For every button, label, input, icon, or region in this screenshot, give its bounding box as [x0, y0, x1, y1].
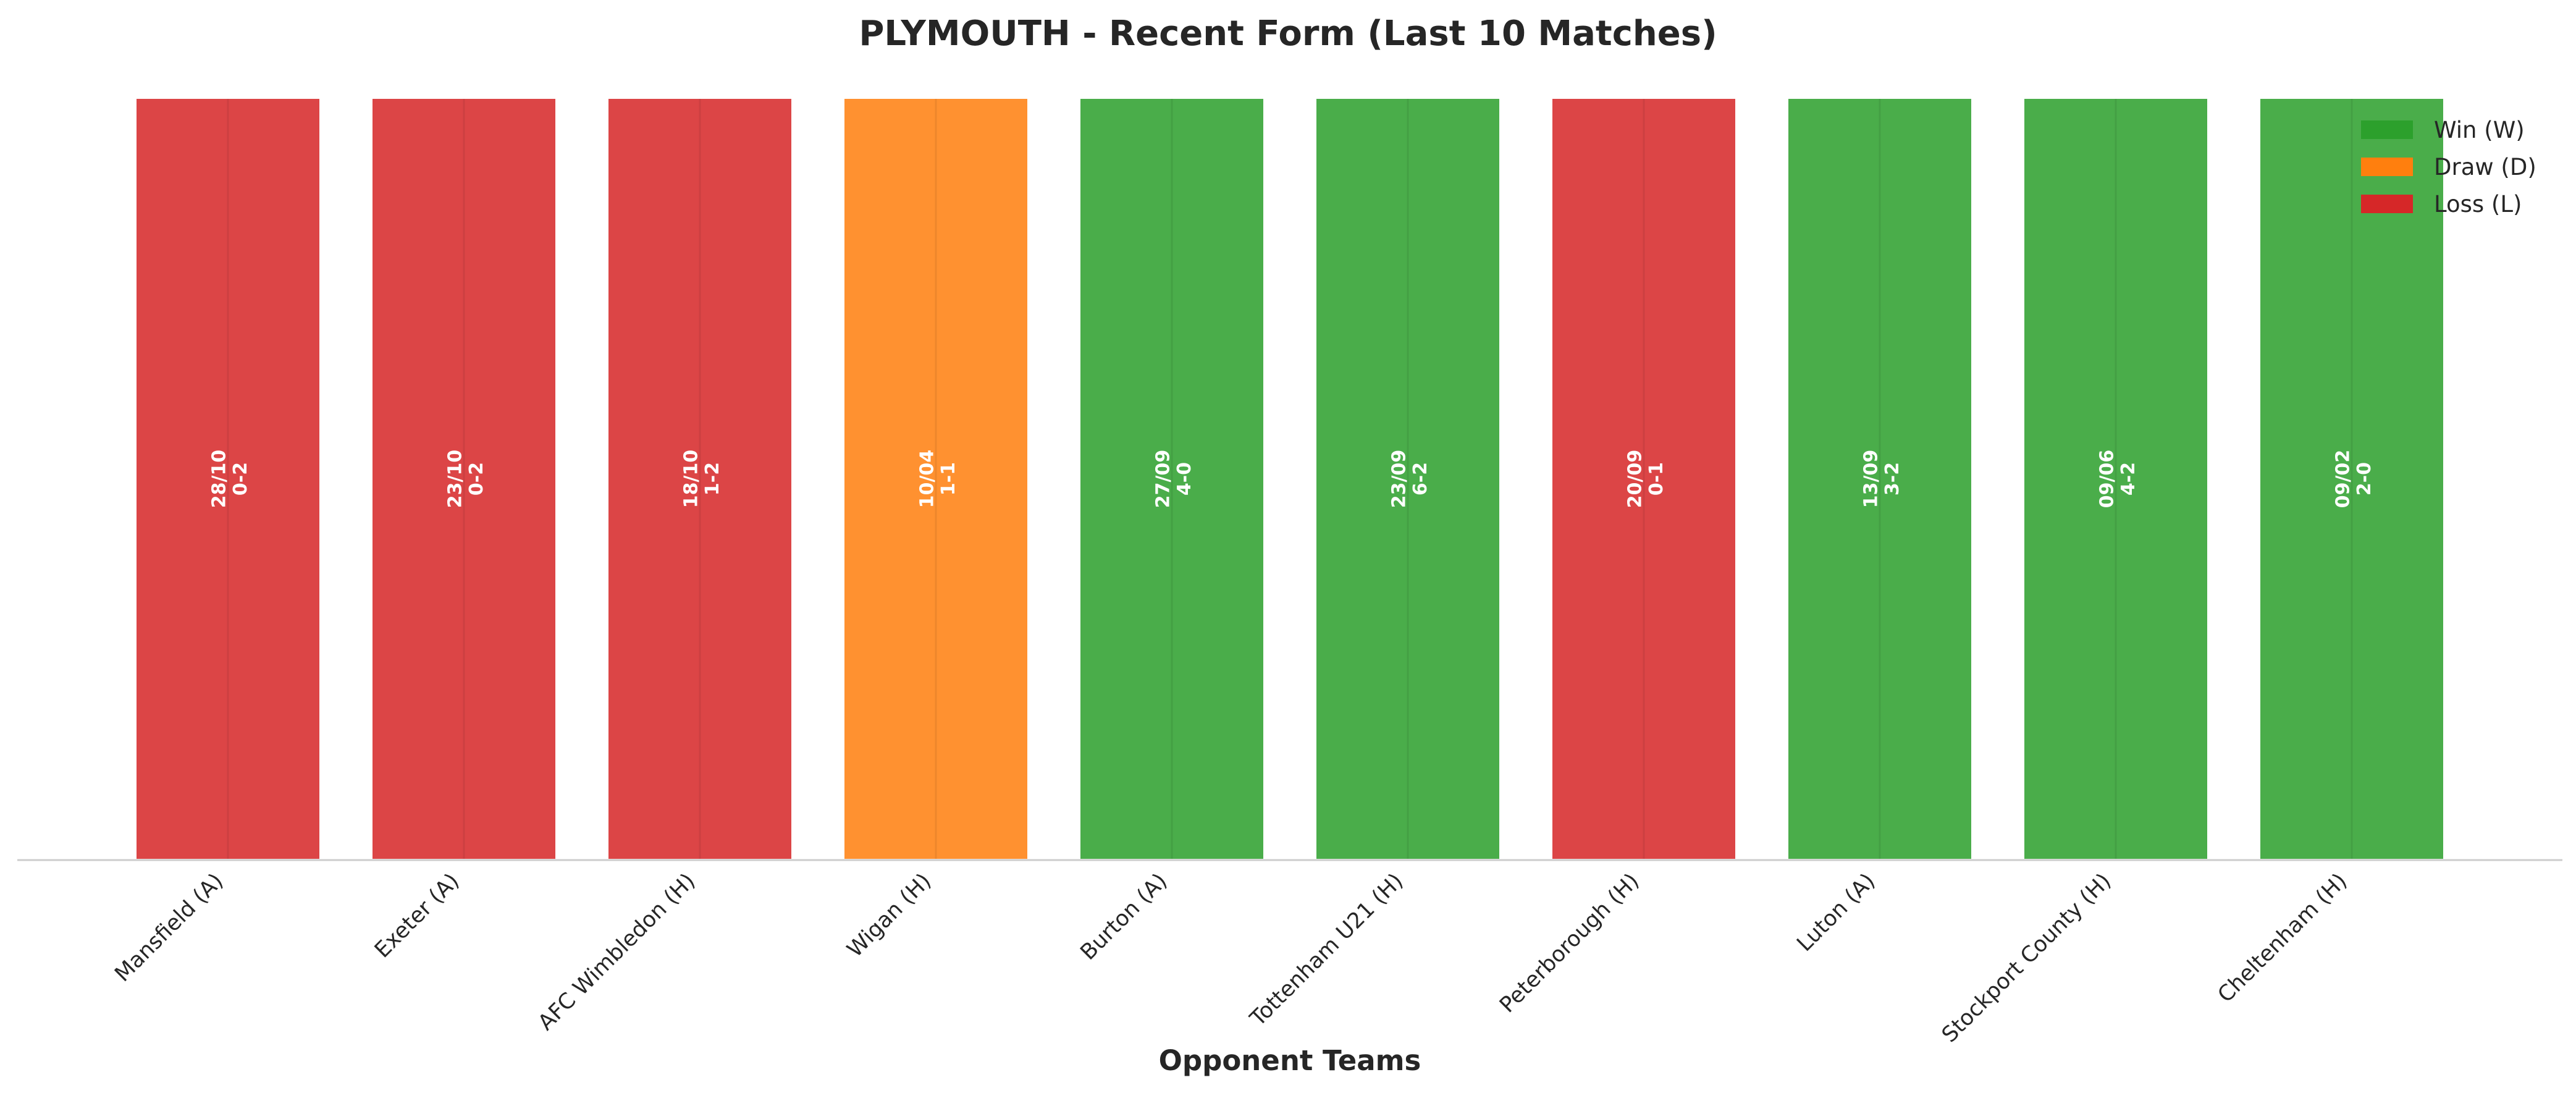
bar-data-label: 28/100-2 [209, 450, 252, 508]
bar-date-label: 09/06 [2097, 450, 2118, 508]
bar-date-label: 20/09 [1625, 450, 1646, 508]
bar-4 [842, 96, 1030, 861]
bar-3 [606, 96, 794, 861]
bar-data-label: 13/093-2 [1861, 450, 1904, 508]
x-tick-label: Mansfield (A) [110, 869, 228, 987]
legend: Win (W) Draw (D) Loss (L) [2361, 117, 2536, 217]
legend-label-d: Draw (D) [2434, 154, 2536, 180]
bar-score-label: 0-2 [230, 462, 251, 496]
bar-score-label: 1-2 [702, 462, 723, 496]
bar-score-label: 3-2 [1882, 462, 1903, 496]
x-tick-label: AFC Wimbledon (H) [534, 869, 701, 1036]
bars-group: 28/100-2 23/100-2 18/101-2 10/041-1 27/094-0… [134, 96, 2446, 861]
legend-label-l: Loss (L) [2434, 191, 2522, 217]
bar-date-label: 28/10 [209, 450, 230, 508]
bar-score-label: 1-1 [938, 462, 959, 496]
legend-swatch-w [2361, 120, 2413, 139]
bar-data-label: 18/101-2 [681, 450, 724, 508]
bar-score-label: 6-2 [1410, 462, 1431, 496]
legend-label-w: Win (W) [2434, 117, 2525, 143]
bar-date-label: 27/09 [1153, 450, 1174, 508]
x-axis-label: Opponent Teams [1159, 1044, 1421, 1077]
bar-data-label: 23/096-2 [1389, 450, 1432, 508]
bar-date-label: 18/10 [681, 450, 702, 508]
x-tick-label: Cheltenham (H) [2213, 869, 2352, 1008]
x-tick-label: Wigan (H) [843, 869, 936, 962]
bar-data-label: 10/041-1 [917, 450, 960, 508]
x-tick-label: Tottenham U21 (H) [1245, 869, 1408, 1032]
bar-date-label: 23/09 [1389, 450, 1410, 508]
bar-date-label: 10/04 [917, 450, 938, 508]
bar-date-label: 09/02 [2333, 450, 2354, 508]
bar-data-label: 27/094-0 [1153, 450, 1196, 508]
x-tick-label: Stockport County (H) [1937, 869, 2116, 1047]
legend-swatch-l [2361, 195, 2413, 213]
bar-data-label: 20/090-1 [1625, 450, 1668, 508]
bar-6 [1314, 96, 1502, 861]
bar-1 [134, 96, 322, 861]
x-tick-label: Peterborough (H) [1495, 869, 1644, 1018]
bar-score-label: 4-0 [1174, 462, 1195, 496]
bar-8 [1786, 96, 1974, 861]
bar-2 [370, 96, 558, 861]
bar-score-label: 2-0 [2354, 462, 2375, 496]
x-tick-label: Burton (A) [1076, 869, 1172, 965]
bar-score-label: 4-2 [2118, 462, 2139, 496]
bar-date-label: 23/10 [445, 450, 466, 508]
x-tick-label: Exeter (A) [370, 869, 464, 963]
x-tick-labels: Mansfield (A) Exeter (A) AFC Wimbledon (H)… [110, 869, 2352, 1047]
bar-date-label: 13/09 [1861, 450, 1882, 508]
bar-10 [2258, 96, 2446, 861]
bar-7 [1550, 96, 1738, 861]
bar-9 [2022, 96, 2210, 861]
bar-data-label: 09/022-0 [2333, 450, 2376, 508]
x-tick-label: Luton (A) [1792, 869, 1880, 956]
legend-swatch-d [2361, 158, 2413, 176]
bar-score-label: 0-1 [1646, 462, 1667, 496]
chart-title: PLYMOUTH - Recent Form (Last 10 Matches) [859, 14, 1717, 54]
bar-data-label: 23/100-2 [445, 450, 488, 508]
bar-data-label: 09/064-2 [2097, 450, 2140, 508]
bar-score-label: 0-2 [466, 462, 487, 496]
bar-5 [1078, 96, 1266, 861]
